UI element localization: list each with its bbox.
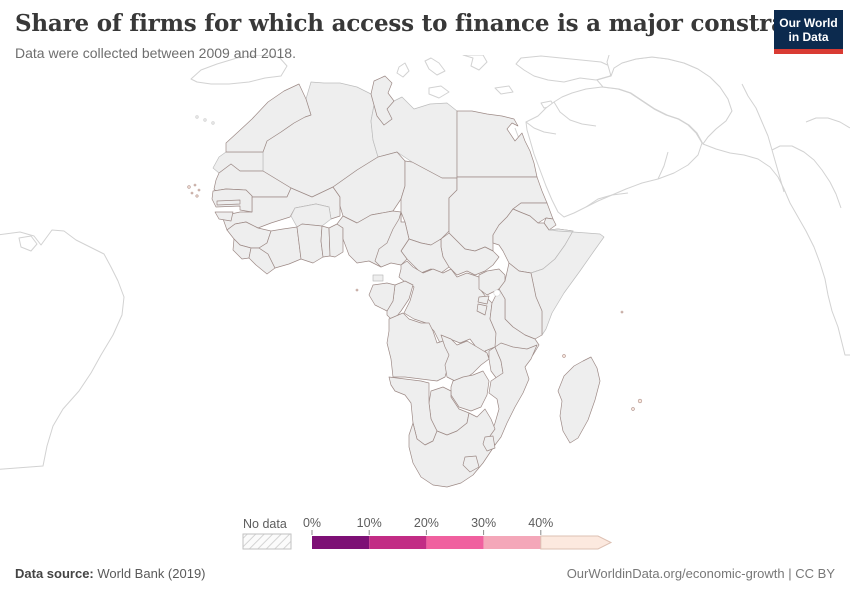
page-title: Share of firms for which access to finan… bbox=[15, 10, 822, 37]
asia-border-line bbox=[771, 145, 842, 209]
legend-no-data-swatch[interactable] bbox=[242, 533, 292, 550]
data-source-value: World Bank (2019) bbox=[93, 566, 206, 581]
legend-tick-label: 20% bbox=[414, 516, 439, 530]
country-rwanda[interactable] bbox=[477, 295, 490, 305]
legend-bin-40-plus[interactable] bbox=[540, 535, 613, 550]
legend-tick-label: 40% bbox=[528, 516, 553, 530]
mauritius-island bbox=[637, 398, 643, 404]
africa-countries bbox=[187, 75, 643, 488]
crete-outline bbox=[494, 85, 514, 95]
iberia-outline bbox=[190, 55, 288, 85]
owid-url-link[interactable]: OurWorldinData.org/economic-growth bbox=[566, 566, 785, 581]
country-cameroon[interactable] bbox=[374, 211, 410, 268]
legend-bin-10-20[interactable] bbox=[369, 536, 427, 549]
country-lesotho[interactable] bbox=[462, 455, 480, 473]
south-asia-outline bbox=[606, 55, 850, 356]
attribution-note: OurWorldinData.org/economic-growth | CC … bbox=[567, 566, 835, 581]
legend-bin-30-40[interactable] bbox=[483, 536, 541, 549]
country-niger[interactable] bbox=[332, 151, 406, 224]
country-burundi[interactable] bbox=[476, 303, 488, 316]
country-tunisia[interactable] bbox=[370, 75, 395, 126]
country-zambia[interactable] bbox=[440, 334, 490, 382]
owid-logo[interactable]: Our World in Data bbox=[774, 10, 843, 54]
asia-border-line bbox=[771, 149, 785, 193]
sicily-outline bbox=[428, 85, 450, 99]
sardinia-outline bbox=[396, 62, 410, 78]
lake-victoria bbox=[493, 289, 501, 297]
legend-no-data-label: No data bbox=[243, 517, 287, 531]
data-source-label: Data source: bbox=[15, 566, 94, 581]
country-togo[interactable] bbox=[320, 225, 331, 258]
canary-island bbox=[195, 115, 199, 119]
cape-verde-island bbox=[193, 183, 197, 187]
island-dots bbox=[187, 183, 643, 411]
country-madagascar[interactable] bbox=[557, 356, 601, 444]
cape-verde-island bbox=[195, 194, 199, 198]
canary-island bbox=[211, 121, 215, 125]
country-eswatini[interactable] bbox=[482, 435, 496, 452]
map-legend: No data 0% 10% 20% 30% 40% bbox=[242, 516, 613, 550]
trinidad-outline bbox=[18, 235, 38, 252]
sao-tome-island bbox=[355, 288, 359, 292]
country-guinea-bissau[interactable] bbox=[214, 211, 234, 222]
levant-border-line bbox=[525, 121, 557, 135]
country-benin[interactable] bbox=[328, 223, 344, 258]
levant-border-line bbox=[553, 101, 597, 127]
greece-outline bbox=[462, 55, 488, 71]
yemen-oman-border-line bbox=[585, 192, 629, 208]
canary-island bbox=[203, 118, 207, 122]
comoros-island bbox=[562, 354, 566, 358]
footer-separator: | bbox=[784, 566, 796, 581]
legend-tick-label: 30% bbox=[471, 516, 496, 530]
country-gambia[interactable] bbox=[216, 199, 241, 206]
south-america-outline bbox=[0, 229, 125, 470]
asia-border-line bbox=[741, 83, 773, 151]
legend-tick-label: 10% bbox=[357, 516, 382, 530]
subtitle: Data were collected between 2009 and 201… bbox=[15, 45, 296, 61]
legend-tick-label: 0% bbox=[303, 516, 321, 530]
country-somalia[interactable] bbox=[530, 228, 605, 336]
background-continent-outlines bbox=[0, 55, 850, 470]
asia-border-line bbox=[805, 117, 850, 129]
reunion-island bbox=[631, 407, 635, 411]
oman-border-line bbox=[657, 151, 669, 180]
country-equatorial-guinea[interactable] bbox=[372, 274, 384, 282]
data-source-note: Data source: World Bank (2019) bbox=[15, 566, 206, 581]
country-egypt[interactable] bbox=[456, 110, 538, 178]
italy-outline bbox=[424, 57, 446, 76]
license-label: CC BY bbox=[795, 566, 835, 581]
country-burkina-faso[interactable] bbox=[290, 203, 332, 228]
cape-verde-island bbox=[190, 191, 194, 195]
owid-logo-line1: Our World bbox=[779, 16, 838, 30]
owid-logo-line2: in Data bbox=[788, 30, 829, 44]
country-ghana[interactable] bbox=[296, 223, 324, 264]
turkey-outline bbox=[515, 55, 615, 83]
cape-verde-island bbox=[187, 185, 191, 189]
cape-verde-island bbox=[197, 188, 201, 192]
legend-bin-20-30[interactable] bbox=[426, 536, 484, 549]
country-gabon[interactable] bbox=[368, 282, 396, 312]
legend-bin-0-10[interactable] bbox=[312, 536, 370, 549]
seychelles-island bbox=[620, 310, 624, 314]
country-morocco[interactable] bbox=[225, 83, 312, 153]
